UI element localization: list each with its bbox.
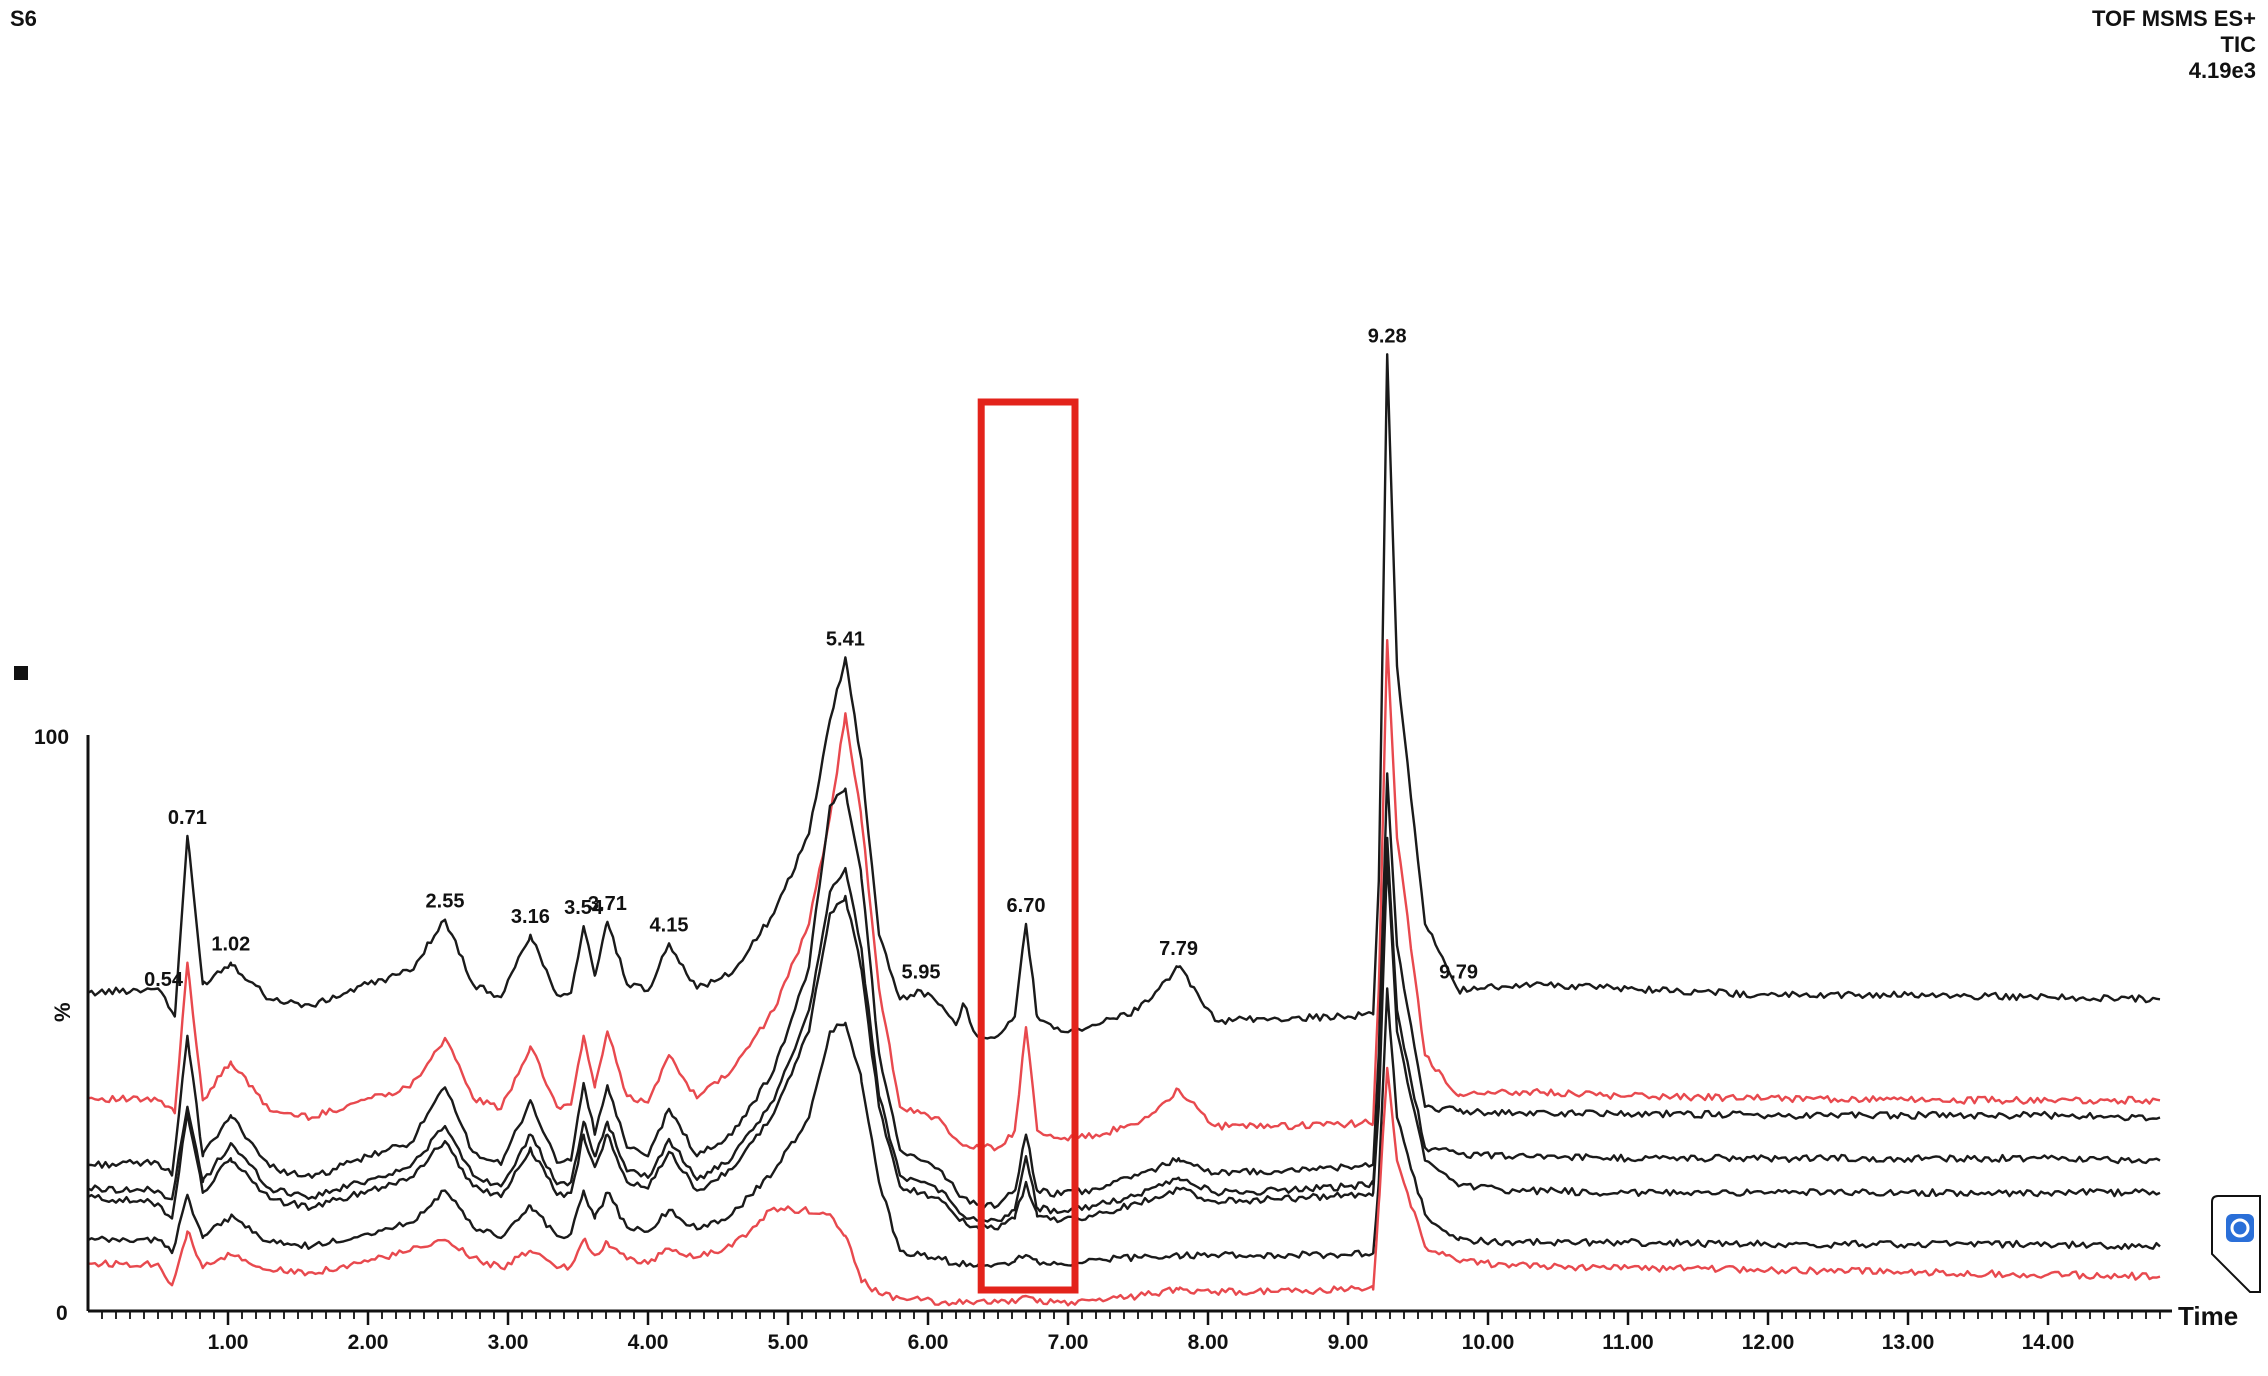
- highlight-box: [977, 398, 1079, 1294]
- peak-label-5-95: 5.95: [902, 962, 941, 984]
- x-tick-label-10: 10.00: [1462, 1331, 1515, 1354]
- x-tick-label-4: 4.00: [628, 1331, 669, 1354]
- x-tick-label-3: 3.00: [488, 1331, 529, 1354]
- x-tick-label-6: 6.00: [908, 1331, 949, 1354]
- trace-type-label: TIC: [2220, 32, 2256, 57]
- peak-labels-layer: 0.54 0.71 1.02 2.55 3.16 3.543.71 4.15 5.41 5.95…: [144, 325, 1478, 991]
- peak-label-6-70: 6.70: [1007, 895, 1046, 917]
- trace-line-6: [87, 987, 2161, 1268]
- peak-label-2-55: 2.55: [426, 891, 465, 913]
- x-tick-label-2: 2.00: [348, 1331, 389, 1354]
- x-tick-label-13: 13.00: [1882, 1331, 1935, 1354]
- trace-info-header: TOF MSMS ES+ TIC 4.19e3: [2092, 6, 2256, 84]
- sample-id-label: S6: [10, 6, 37, 31]
- intensity-label: 4.19e3: [2188, 58, 2256, 83]
- scroll-widget-icon[interactable]: [2211, 1195, 2261, 1293]
- peak-label-4-15: 4.15: [650, 914, 689, 936]
- peak-label-7-79: 7.79: [1159, 938, 1198, 960]
- x-tick-label-5: 5.00: [768, 1331, 809, 1354]
- x-axis-label: Time: [2178, 1301, 2238, 1331]
- trace-line-4: [87, 836, 2161, 1223]
- trace-line-3: [87, 772, 2161, 1209]
- peak-label-5-41: 5.41: [826, 628, 865, 650]
- trace-line-1: [87, 353, 2161, 1041]
- instrument-label: TOF MSMS ES+: [2091, 6, 2256, 31]
- peak-label-0-54: 0.54: [144, 969, 184, 991]
- x-ticks-layer: 1.00 2.00 3.00 4.00 5.00 6.00 7.00 8.00 9.00 10.0…: [101, 1311, 2161, 1354]
- trace-line-2: [87, 639, 2161, 1152]
- y-axis-marker: [14, 666, 28, 680]
- peak-label-0-71: 0.71: [168, 807, 207, 829]
- x-tick-label-7: 7.00: [1048, 1331, 1089, 1354]
- peak-label-9-79: 9.79: [1439, 962, 1478, 984]
- peak-label-1-02: 1.02: [211, 934, 250, 956]
- peak-label-9-28: 9.28: [1368, 325, 1407, 347]
- y-axis-label: %: [50, 1002, 75, 1022]
- peak-label-3-54: 3.54: [564, 897, 604, 919]
- y-tick-label-0: 0: [56, 1302, 68, 1325]
- traces-layer: [87, 353, 2161, 1307]
- axes-layer: 100 0 % Time: [14, 666, 2238, 1331]
- peak-label-3-71: 3.71: [588, 893, 627, 915]
- y-tick-label-100: 100: [34, 726, 69, 749]
- x-tick-label-8: 8.00: [1188, 1331, 1229, 1354]
- x-tick-label-12: 12.00: [1742, 1331, 1795, 1354]
- x-tick-label-9: 9.00: [1328, 1331, 1369, 1354]
- trace-line-7: [88, 1066, 2161, 1307]
- trace-line-5: [87, 858, 2161, 1233]
- x-tick-label-11: 11.00: [1602, 1331, 1653, 1354]
- x-tick-label-1: 1.00: [208, 1331, 249, 1354]
- x-tick-label-14: 14.00: [2022, 1331, 2075, 1354]
- peak-label-3-16: 3.16: [511, 906, 550, 928]
